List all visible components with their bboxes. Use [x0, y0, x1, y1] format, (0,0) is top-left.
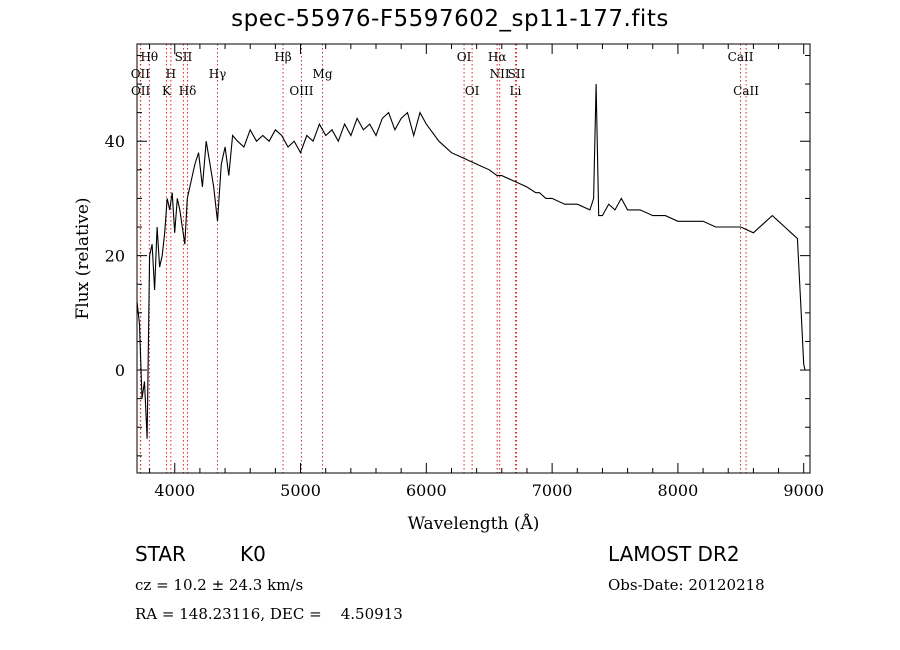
marker-label: Li: [509, 84, 521, 98]
marker-label: OII: [131, 67, 151, 81]
x-tick-label: 6000: [406, 481, 447, 500]
series-group: [136, 83, 806, 439]
marker-label: Hα: [488, 50, 507, 64]
y-tick-label: 20: [105, 247, 125, 266]
redshift-text: cz = 10.2 ± 24.3 km/s: [135, 576, 304, 594]
marker-label: OIII: [289, 84, 313, 98]
coordinates: RA = 148.23116, DEC = 4.50913: [135, 605, 403, 623]
marker-label: OI: [457, 50, 472, 64]
marker-label: OI: [465, 84, 480, 98]
marker-label: Hδ: [179, 84, 197, 98]
y-tick-label: 0: [115, 361, 125, 380]
marker-label: Mg: [313, 67, 333, 81]
marker-label: OII: [131, 84, 151, 98]
survey-name: LAMOST DR2: [608, 542, 740, 566]
marker-label: SII: [175, 50, 193, 64]
x-tick-label: 5000: [280, 481, 321, 500]
chart-title: spec-55976-F5597602_sp11-177.fits: [231, 6, 669, 32]
obs-date: Obs-Date: 20120218: [608, 576, 765, 594]
marker-label: H: [166, 67, 176, 81]
spectrum-line: [136, 83, 806, 439]
marker-label: CaII: [733, 84, 759, 98]
marker-label: SII: [508, 67, 526, 81]
x-tick-label: 4000: [154, 481, 195, 500]
line-markers: [139, 44, 747, 473]
x-axis-label: Wavelength (Å): [408, 513, 540, 534]
marker-label: NII: [490, 67, 510, 81]
marker-label: Hγ: [209, 67, 227, 81]
marker-label: K: [162, 84, 172, 98]
object-class: STAR: [135, 542, 186, 566]
x-tick-label: 7000: [532, 481, 573, 500]
y-axis-label: Flux (relative): [73, 197, 93, 319]
x-tick-label: 8000: [658, 481, 699, 500]
object-subclass: K0: [240, 542, 266, 566]
marker-label: CaII: [728, 50, 754, 64]
marker-label: Hθ: [140, 50, 158, 64]
plot-frame: [136, 43, 811, 474]
axes: 4000 5000 6000 7000 8000 9000 0 20 40 Wavelength …: [73, 43, 824, 534]
y-tick-label: 40: [105, 132, 125, 151]
x-tick-label: 9000: [783, 481, 824, 500]
marker-label: Hβ: [274, 50, 291, 64]
